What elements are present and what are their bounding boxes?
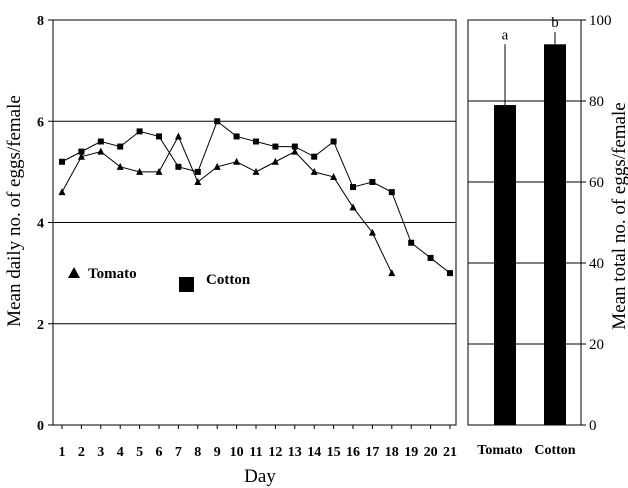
cotton-point [156,133,162,140]
cotton-point [388,189,395,196]
x-tick-label: 20 [424,445,438,460]
cotton-point [330,138,337,145]
x-tick-label: 5 [136,445,143,460]
y-tick-label: 20 [589,337,604,353]
line-y-axis-label: Mean daily no. of eggs/female [4,95,25,327]
bar-chart: a b 0 20 40 60 80 100 Tomato Cotton [467,13,612,458]
tomato-point [349,203,357,211]
cotton-point [291,143,298,150]
x-tick-label: 21 [443,445,457,460]
cotton-point [136,128,143,135]
tomato-point [58,188,66,196]
cotton-point [311,153,318,160]
tomato-point [194,178,202,185]
legend-tomato-label: Tomato [88,266,137,282]
cotton-point [447,270,453,277]
x-tick-label: 7 [175,445,182,460]
x-tick-label: 11 [249,445,262,460]
y-tick-label: 6 [37,115,44,130]
x-tick-label: 8 [194,445,201,460]
cotton-significance-letter: b [551,15,559,31]
y-tick-label: 4 [37,217,44,232]
tomato-point [213,162,221,170]
tomato-category-label: Tomato [477,443,522,458]
tomato-point [291,147,299,155]
x-tick-label: 9 [214,445,221,460]
x-tick-label: 2 [78,445,85,460]
y-tick-label: 0 [589,418,597,434]
tomato-point [271,157,279,165]
x-tick-label: 15 [327,445,341,460]
y-tick-label: 2 [37,318,44,333]
tomato-bar [494,105,516,426]
tomato-point [388,269,396,277]
cotton-point [117,143,124,150]
legend-cotton-label: Cotton [206,272,251,288]
tomato-point [233,157,241,165]
tomato-point [97,147,105,155]
tomato-point [155,167,163,175]
y-tick-label: 0 [37,419,44,434]
x-tick-label: 12 [268,445,282,460]
tomato-point [136,167,144,175]
x-tick-label: 16 [346,445,360,460]
x-tick-label: 4 [117,445,124,460]
tomato-point [310,167,318,175]
y-tick-label: 8 [37,14,44,29]
x-tick-label: 6 [156,445,163,460]
y-tick-label: 100 [589,13,612,29]
cotton-point [427,254,434,261]
line-x-axis-label: Day [244,466,276,487]
cotton-point [97,138,104,145]
cotton-point [78,148,85,155]
legend: Tomato Cotton [68,266,251,292]
legend-cotton-marker [179,277,194,292]
y-tick-label: 80 [589,94,604,110]
cotton-point [253,138,259,145]
tomato-point [174,132,182,140]
y-tick-label: 40 [589,256,604,272]
tomato-point [330,172,338,180]
y-tick-label: 60 [589,175,604,191]
tomato-point [368,228,376,236]
x-tick-label: 13 [288,445,302,460]
x-tick-label: 1 [59,445,66,460]
x-tick-label: 10 [230,445,244,460]
cotton-point [59,158,65,165]
cotton-point [194,168,201,175]
x-tick-label: 3 [97,445,104,460]
cotton-point [350,184,356,191]
cotton-point [408,239,415,246]
cotton-point [369,179,376,185]
cotton-point [214,118,221,125]
tomato-point [77,152,85,160]
legend-tomato-marker [68,267,80,278]
x-tick-label: 14 [307,445,321,460]
tomato-series-line [61,135,393,274]
cotton-point [233,133,240,140]
cotton-bar [544,44,566,426]
bar-y-axis-label: Mean total no. of eggs/female [609,102,628,330]
bar-plot-frame [467,19,582,426]
tomato-point [252,167,260,175]
tomato-significance-letter: a [502,27,509,43]
cotton-point [175,163,182,170]
cotton-point [272,143,279,150]
cotton-category-label: Cotton [534,443,575,458]
tomato-point [116,162,124,170]
x-tick-label: 19 [404,445,418,460]
x-tick-label: 17 [365,445,379,460]
x-tick-label: 18 [385,445,399,460]
